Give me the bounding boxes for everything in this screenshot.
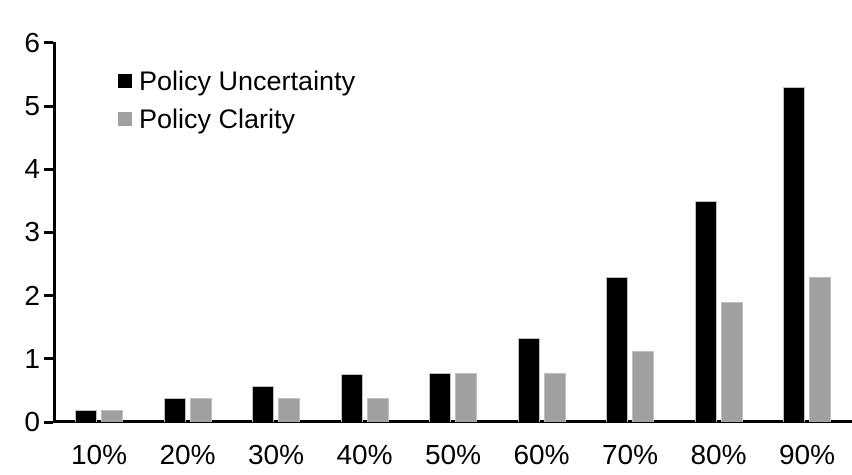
x-tick-label-30%: 30% [247, 439, 305, 470]
y-tick-label: 5 [24, 90, 40, 121]
y-tick-mark [44, 41, 53, 45]
y-tick-label: 3 [24, 216, 40, 248]
legend-item: Policy Uncertainty [118, 67, 355, 95]
x-tick-label-10%: 10% [70, 439, 128, 470]
x-tick-label-50%: 50% [424, 439, 482, 470]
bar-uncertainty-90% [783, 87, 805, 422]
bar-uncertainty-20% [163, 398, 186, 422]
bar-clarity-70% [632, 350, 654, 422]
y-tick-label: 0 [24, 406, 40, 437]
x-tick-label-90%: 90% [778, 439, 836, 470]
bar-uncertainty-60% [517, 337, 540, 422]
bar-uncertainty-80% [694, 200, 717, 422]
bar-uncertainty-30% [252, 386, 274, 422]
bar-clarity-60% [543, 373, 566, 422]
bar-clarity-40% [366, 398, 389, 422]
x-tick-label-20%: 20% [159, 439, 216, 470]
x-tick-label-80%: 80% [690, 439, 747, 470]
x-axis-line [53, 420, 852, 423]
bar-clarity-50% [455, 373, 477, 422]
legend-label: Policy Clarity [139, 104, 296, 134]
bar-clarity-30% [278, 398, 300, 422]
legend-swatch-icon [118, 74, 132, 88]
y-tick-label: 1 [24, 342, 40, 374]
bar-uncertainty-50% [429, 372, 451, 422]
x-tick-label-60%: 60% [513, 439, 570, 470]
y-tick-mark [44, 104, 53, 108]
bar-uncertainty-10% [75, 410, 97, 422]
bar-clarity-90% [809, 276, 831, 422]
y-tick-label: 2 [24, 279, 40, 311]
y-tick-mark [44, 167, 53, 171]
bar-uncertainty-70% [606, 276, 628, 422]
y-tick-label: 6 [24, 26, 40, 58]
y-tick-mark [44, 357, 53, 361]
x-tick-label-70%: 70% [601, 439, 659, 470]
bar-clarity-20% [189, 398, 212, 422]
legend-label: Policy Uncertainty [139, 66, 356, 96]
legend-swatch-icon [118, 112, 132, 126]
y-axis-line [53, 42, 56, 423]
y-tick-mark [44, 294, 53, 298]
legend-item: Policy Clarity [118, 105, 295, 133]
y-tick-mark [44, 230, 53, 234]
y-tick-label: 4 [24, 153, 40, 185]
bar-clarity-10% [101, 410, 123, 422]
x-tick-label-40%: 40% [336, 439, 393, 470]
y-tick-mark [44, 420, 53, 424]
bar-uncertainty-40% [340, 374, 363, 422]
bar-clarity-80% [720, 301, 743, 422]
